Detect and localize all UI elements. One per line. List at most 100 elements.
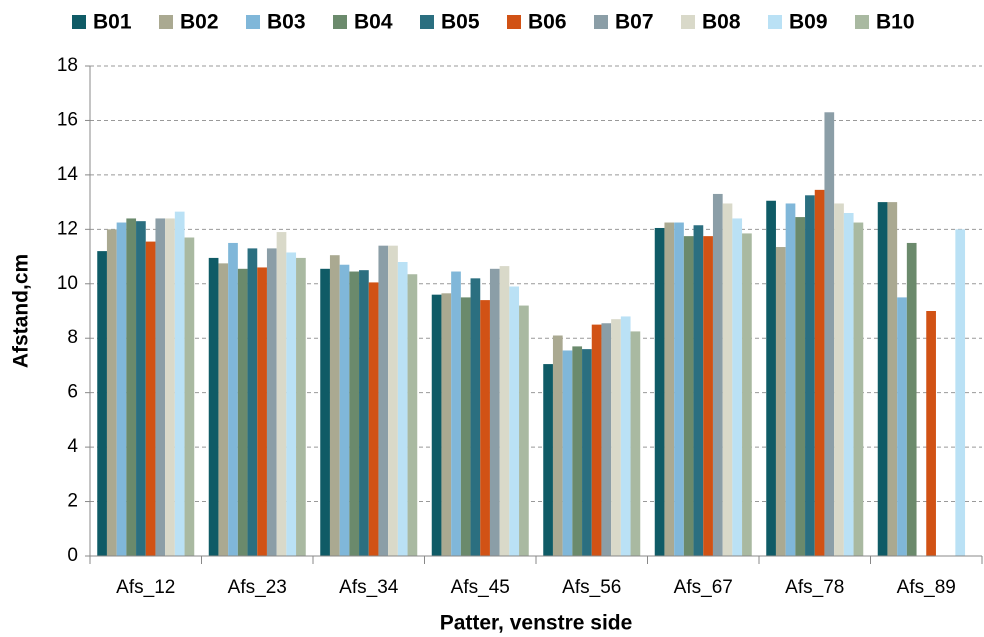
legend-swatch bbox=[768, 15, 782, 29]
bar bbox=[155, 218, 166, 556]
bar bbox=[572, 346, 583, 556]
bar bbox=[441, 293, 452, 556]
legend-swatch bbox=[246, 15, 260, 29]
legend-label: B03 bbox=[267, 11, 306, 34]
legend-label: B09 bbox=[789, 11, 828, 34]
bar bbox=[683, 236, 694, 556]
bar bbox=[805, 195, 815, 557]
bar bbox=[519, 305, 529, 556]
bar bbox=[184, 237, 195, 556]
bar bbox=[480, 300, 490, 556]
y-tick-label: 2 bbox=[67, 491, 78, 512]
bar bbox=[620, 316, 631, 556]
x-tick-label: Afs_56 bbox=[562, 577, 621, 598]
bar bbox=[582, 349, 592, 556]
bar bbox=[247, 248, 258, 556]
bar bbox=[674, 222, 684, 556]
bar bbox=[693, 225, 704, 556]
bar bbox=[339, 264, 350, 556]
bar bbox=[296, 257, 306, 556]
x-axis-title: Patter, venstre side bbox=[440, 612, 633, 635]
bar bbox=[926, 311, 936, 556]
bar bbox=[611, 319, 621, 556]
bar bbox=[266, 248, 277, 556]
x-tick-label: Afs_78 bbox=[785, 577, 844, 598]
bar bbox=[897, 297, 907, 556]
x-tick-label: Afs_34 bbox=[339, 577, 399, 598]
legend-swatch bbox=[855, 15, 869, 29]
bar bbox=[165, 218, 175, 556]
bar bbox=[703, 236, 713, 556]
bar bbox=[509, 286, 520, 556]
bar bbox=[834, 203, 844, 556]
y-tick-label: 10 bbox=[57, 273, 78, 294]
bar bbox=[237, 268, 248, 556]
y-tick-label: 14 bbox=[57, 164, 79, 185]
bar bbox=[887, 202, 898, 556]
legend-label: B05 bbox=[441, 11, 480, 34]
legend-swatch bbox=[333, 15, 347, 29]
bar bbox=[489, 268, 500, 556]
bar bbox=[329, 255, 340, 556]
bar bbox=[320, 268, 330, 556]
bar bbox=[785, 203, 796, 556]
legend-swatch bbox=[594, 15, 608, 29]
bar bbox=[97, 251, 107, 556]
bar bbox=[145, 241, 156, 557]
legend-swatch bbox=[159, 15, 173, 29]
bar bbox=[378, 245, 389, 556]
legend-swatch bbox=[507, 15, 521, 29]
bar bbox=[218, 263, 229, 556]
y-axis-title: Afstand,cm bbox=[10, 254, 33, 368]
bar bbox=[451, 271, 461, 556]
x-tick-label: Afs_67 bbox=[674, 577, 733, 598]
legend-label: B08 bbox=[702, 11, 741, 34]
bar bbox=[286, 252, 297, 556]
bar bbox=[591, 324, 602, 556]
bar bbox=[766, 200, 776, 556]
bar bbox=[877, 202, 888, 556]
bar bbox=[431, 294, 442, 556]
bar bbox=[552, 335, 563, 556]
legend-swatch bbox=[420, 15, 434, 29]
y-tick-label: 16 bbox=[57, 109, 78, 130]
bar bbox=[126, 218, 137, 556]
bar bbox=[601, 323, 612, 556]
x-tick-label: Afs_45 bbox=[451, 577, 510, 598]
y-tick-label: 18 bbox=[57, 55, 78, 76]
bar bbox=[228, 242, 238, 556]
bar bbox=[276, 232, 287, 557]
legend-label: B06 bbox=[528, 11, 567, 34]
bar bbox=[359, 270, 369, 556]
bar bbox=[742, 233, 752, 556]
legend-label: B02 bbox=[180, 11, 219, 34]
legend-label: B04 bbox=[354, 11, 393, 34]
y-tick-label: 4 bbox=[67, 436, 78, 457]
y-tick-label: 0 bbox=[67, 545, 78, 566]
y-tick-label: 12 bbox=[57, 218, 78, 239]
bar bbox=[388, 245, 398, 556]
y-tick-label: 8 bbox=[67, 327, 78, 348]
bar bbox=[208, 257, 219, 556]
bar bbox=[853, 222, 864, 556]
bar bbox=[106, 229, 117, 557]
bar bbox=[654, 227, 665, 556]
bar bbox=[562, 350, 573, 556]
bar bbox=[460, 297, 471, 556]
x-tick-label: Afs_89 bbox=[897, 577, 956, 598]
bar bbox=[470, 278, 481, 556]
bar bbox=[795, 217, 806, 557]
bar bbox=[407, 274, 418, 556]
bar bbox=[499, 266, 510, 556]
bar bbox=[906, 242, 917, 556]
legend-swatch bbox=[681, 15, 695, 29]
legend-label: B07 bbox=[615, 11, 654, 34]
x-tick-label: Afs_23 bbox=[228, 577, 287, 598]
bar bbox=[955, 229, 966, 557]
bar bbox=[814, 189, 825, 556]
bar bbox=[722, 203, 733, 556]
y-tick-label: 6 bbox=[67, 382, 78, 403]
bar bbox=[843, 213, 854, 556]
bar bbox=[543, 364, 553, 556]
